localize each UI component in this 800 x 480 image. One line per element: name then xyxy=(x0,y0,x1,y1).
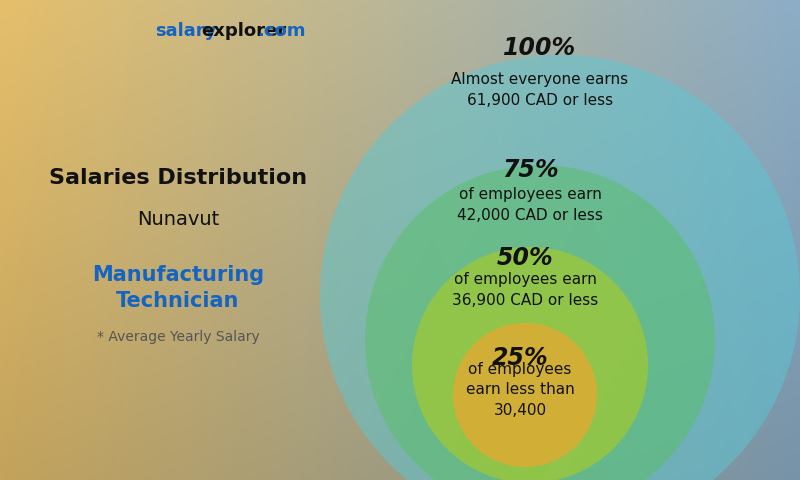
Text: .com: .com xyxy=(257,22,306,40)
Text: 75%: 75% xyxy=(502,158,558,182)
Text: Nunavut: Nunavut xyxy=(137,210,219,229)
Ellipse shape xyxy=(320,55,800,480)
Ellipse shape xyxy=(453,323,597,467)
Text: salary: salary xyxy=(155,22,216,40)
Text: Almost everyone earns
61,900 CAD or less: Almost everyone earns 61,900 CAD or less xyxy=(451,72,629,108)
Ellipse shape xyxy=(365,165,715,480)
Text: of employees
earn less than
30,400: of employees earn less than 30,400 xyxy=(466,362,574,418)
Text: of employees earn
42,000 CAD or less: of employees earn 42,000 CAD or less xyxy=(457,187,603,223)
Text: 50%: 50% xyxy=(497,246,554,270)
Text: Salaries Distribution: Salaries Distribution xyxy=(49,168,307,188)
Text: * Average Yearly Salary: * Average Yearly Salary xyxy=(97,330,259,344)
Ellipse shape xyxy=(412,247,648,480)
Text: explorer: explorer xyxy=(201,22,286,40)
Text: Manufacturing
Technician: Manufacturing Technician xyxy=(92,265,264,312)
Text: 100%: 100% xyxy=(503,36,577,60)
Text: 25%: 25% xyxy=(492,346,548,370)
Text: of employees earn
36,900 CAD or less: of employees earn 36,900 CAD or less xyxy=(452,272,598,308)
